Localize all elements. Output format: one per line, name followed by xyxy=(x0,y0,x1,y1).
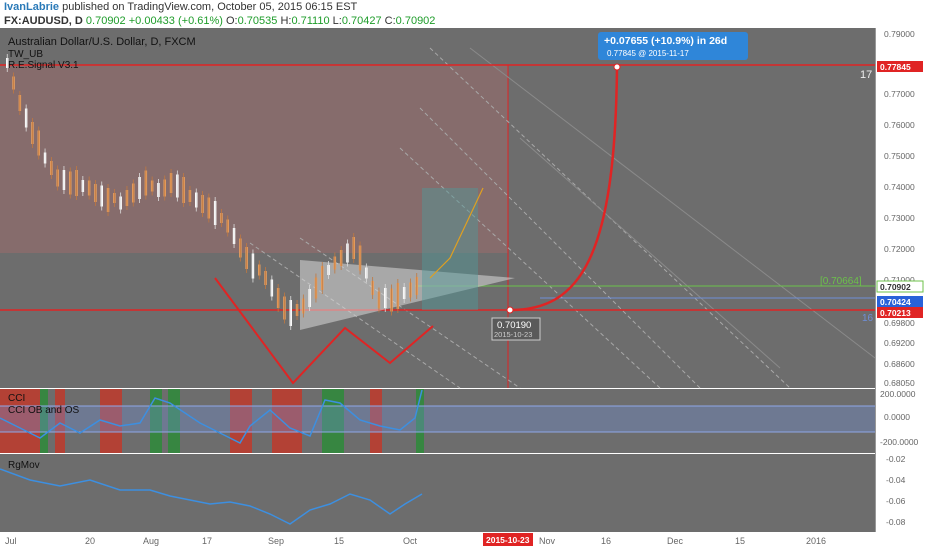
chart-svg[interactable]: Australian Dollar/U.S. Dollar, D, FXCM T… xyxy=(0,28,932,550)
anchor-point[interactable] xyxy=(506,306,514,314)
point-value: 0.70190 xyxy=(497,320,531,331)
symbol-label[interactable]: FX:AUDUSD, D xyxy=(4,15,83,27)
svg-text:0.0000: 0.0000 xyxy=(884,412,910,422)
indicator-tw-ub: TW_UB xyxy=(8,49,43,60)
high-value: 0.71110 xyxy=(291,15,330,27)
cci-line xyxy=(0,389,423,444)
cci-scale-labels: 200.0000 0.0000 -200.0000 xyxy=(880,389,919,447)
svg-text:0.75000: 0.75000 xyxy=(884,151,915,161)
svg-text:0.79000: 0.79000 xyxy=(884,29,915,39)
symbol-info: FX:AUDUSD, D 0.70902 +0.00433 (+0.61%) O… xyxy=(4,15,435,27)
svg-text:0.68050: 0.68050 xyxy=(884,378,915,388)
author-link[interactable]: IvanLabrie xyxy=(4,1,60,13)
svg-text:16: 16 xyxy=(601,536,611,546)
svg-text:0.76000: 0.76000 xyxy=(884,120,915,130)
header-bar: IvanLabrie published on TradingView.com,… xyxy=(0,0,932,28)
last-price-scale: 0.70902 xyxy=(880,282,911,292)
point-date: 2015-10-23 xyxy=(494,330,532,339)
svg-text:Dec: Dec xyxy=(667,536,684,546)
svg-text:0.69800: 0.69800 xyxy=(884,318,915,328)
price-change: +0.00433 (+0.61%) xyxy=(128,15,223,27)
svg-text:200.0000: 200.0000 xyxy=(880,389,916,399)
red-price: 0.70213 xyxy=(880,308,911,318)
projection-box-shape xyxy=(422,188,478,310)
svg-text:15: 15 xyxy=(334,536,344,546)
svg-text:17: 17 xyxy=(202,536,212,546)
time-axis-labels: Jul 20 Aug 17 Sep 15 Oct Nov 16 Dec 15 2… xyxy=(5,536,826,546)
target-price: 0.77845 xyxy=(880,62,911,72)
publish-text: published on TradingView.com, October 05… xyxy=(62,1,358,13)
svg-text:Oct: Oct xyxy=(403,536,418,546)
projection-change: +0.07655 (+10.9%) in 26d xyxy=(604,35,727,47)
projection-target: 0.77845 @ 2015-11-17 xyxy=(607,49,689,58)
date-highlight: 2015-10-23 xyxy=(486,535,530,545)
cci-band xyxy=(0,406,875,432)
pattern-lines xyxy=(214,277,434,385)
svg-text:-0.08: -0.08 xyxy=(886,517,906,527)
svg-text:0.68600: 0.68600 xyxy=(884,359,915,369)
rgmov-scale-labels: -0.02 -0.04 -0.06 -0.08 xyxy=(886,454,906,527)
svg-text:0.69200: 0.69200 xyxy=(884,338,915,348)
point-label-box xyxy=(491,317,541,341)
pane-title: Australian Dollar/U.S. Dollar, D, FXCM xyxy=(8,36,196,48)
svg-text:-0.06: -0.06 xyxy=(886,496,906,506)
svg-text:20: 20 xyxy=(85,536,95,546)
time-axis[interactable] xyxy=(0,532,932,550)
svg-text:Aug: Aug xyxy=(143,536,159,546)
svg-text:0.72000: 0.72000 xyxy=(884,244,915,254)
price-scale[interactable] xyxy=(875,28,932,532)
cci-zones xyxy=(0,389,424,453)
svg-text:Jul: Jul xyxy=(5,536,17,546)
shaded-zone xyxy=(0,65,508,253)
indicator-re-signal: R.E.Signal V3.1 xyxy=(8,60,79,71)
svg-text:0.74000: 0.74000 xyxy=(884,182,915,192)
date-highlight-tag xyxy=(483,533,533,546)
publish-info: IvanLabrie published on TradingView.com,… xyxy=(4,1,357,13)
red-price-tag xyxy=(877,307,923,318)
green-level-label: [0.70664] xyxy=(820,276,862,287)
projection-info-box[interactable] xyxy=(598,32,748,60)
blue-price: 0.70424 xyxy=(880,297,911,307)
svg-text:15: 15 xyxy=(735,536,745,546)
count-label: 17 xyxy=(860,69,872,81)
close-value: 0.70902 xyxy=(395,15,436,27)
projection-arrow xyxy=(429,187,484,279)
low-value: 0.70427 xyxy=(341,15,382,27)
rgmov-line xyxy=(0,468,423,525)
svg-text:2016: 2016 xyxy=(806,536,826,546)
blue-price-tag xyxy=(877,296,923,307)
high-label: H: xyxy=(280,15,292,27)
svg-text:Sep: Sep xyxy=(268,536,284,546)
cci-label: CCI xyxy=(8,393,25,404)
open-value: 0.70535 xyxy=(237,15,278,27)
rgmov-pane[interactable] xyxy=(0,454,875,532)
svg-text:0.73000: 0.73000 xyxy=(884,213,915,223)
target-point[interactable] xyxy=(613,63,621,71)
channel-solid-lines xyxy=(469,47,876,369)
cci-ob-os-label: CCI OB and OS xyxy=(8,405,79,416)
rgmov-label: RgMov xyxy=(8,460,40,471)
last-price-tag xyxy=(876,280,924,293)
svg-text:-0.04: -0.04 xyxy=(886,475,906,485)
cci-pane[interactable] xyxy=(0,389,875,453)
close-label: C: xyxy=(384,15,396,27)
svg-text:0.77000: 0.77000 xyxy=(884,89,915,99)
low-label: L: xyxy=(332,15,342,27)
svg-text:0.71000: 0.71000 xyxy=(884,275,915,285)
svg-text:Nov: Nov xyxy=(539,536,556,546)
projection-curve xyxy=(509,67,619,312)
open-label: O: xyxy=(225,15,238,27)
svg-text:-200.0000: -200.0000 xyxy=(880,437,919,447)
price-scale-labels: 0.79000 0.77000 0.76000 0.75000 0.74000 … xyxy=(884,29,915,388)
triangle-pattern xyxy=(300,260,515,330)
candles xyxy=(6,54,418,330)
side-label: 16 xyxy=(862,313,874,324)
chart-area[interactable]: Australian Dollar/U.S. Dollar, D, FXCM T… xyxy=(0,28,932,550)
svg-text:-0.02: -0.02 xyxy=(886,454,906,464)
last-price: 0.70902 xyxy=(85,15,126,27)
target-price-tag xyxy=(877,61,923,72)
